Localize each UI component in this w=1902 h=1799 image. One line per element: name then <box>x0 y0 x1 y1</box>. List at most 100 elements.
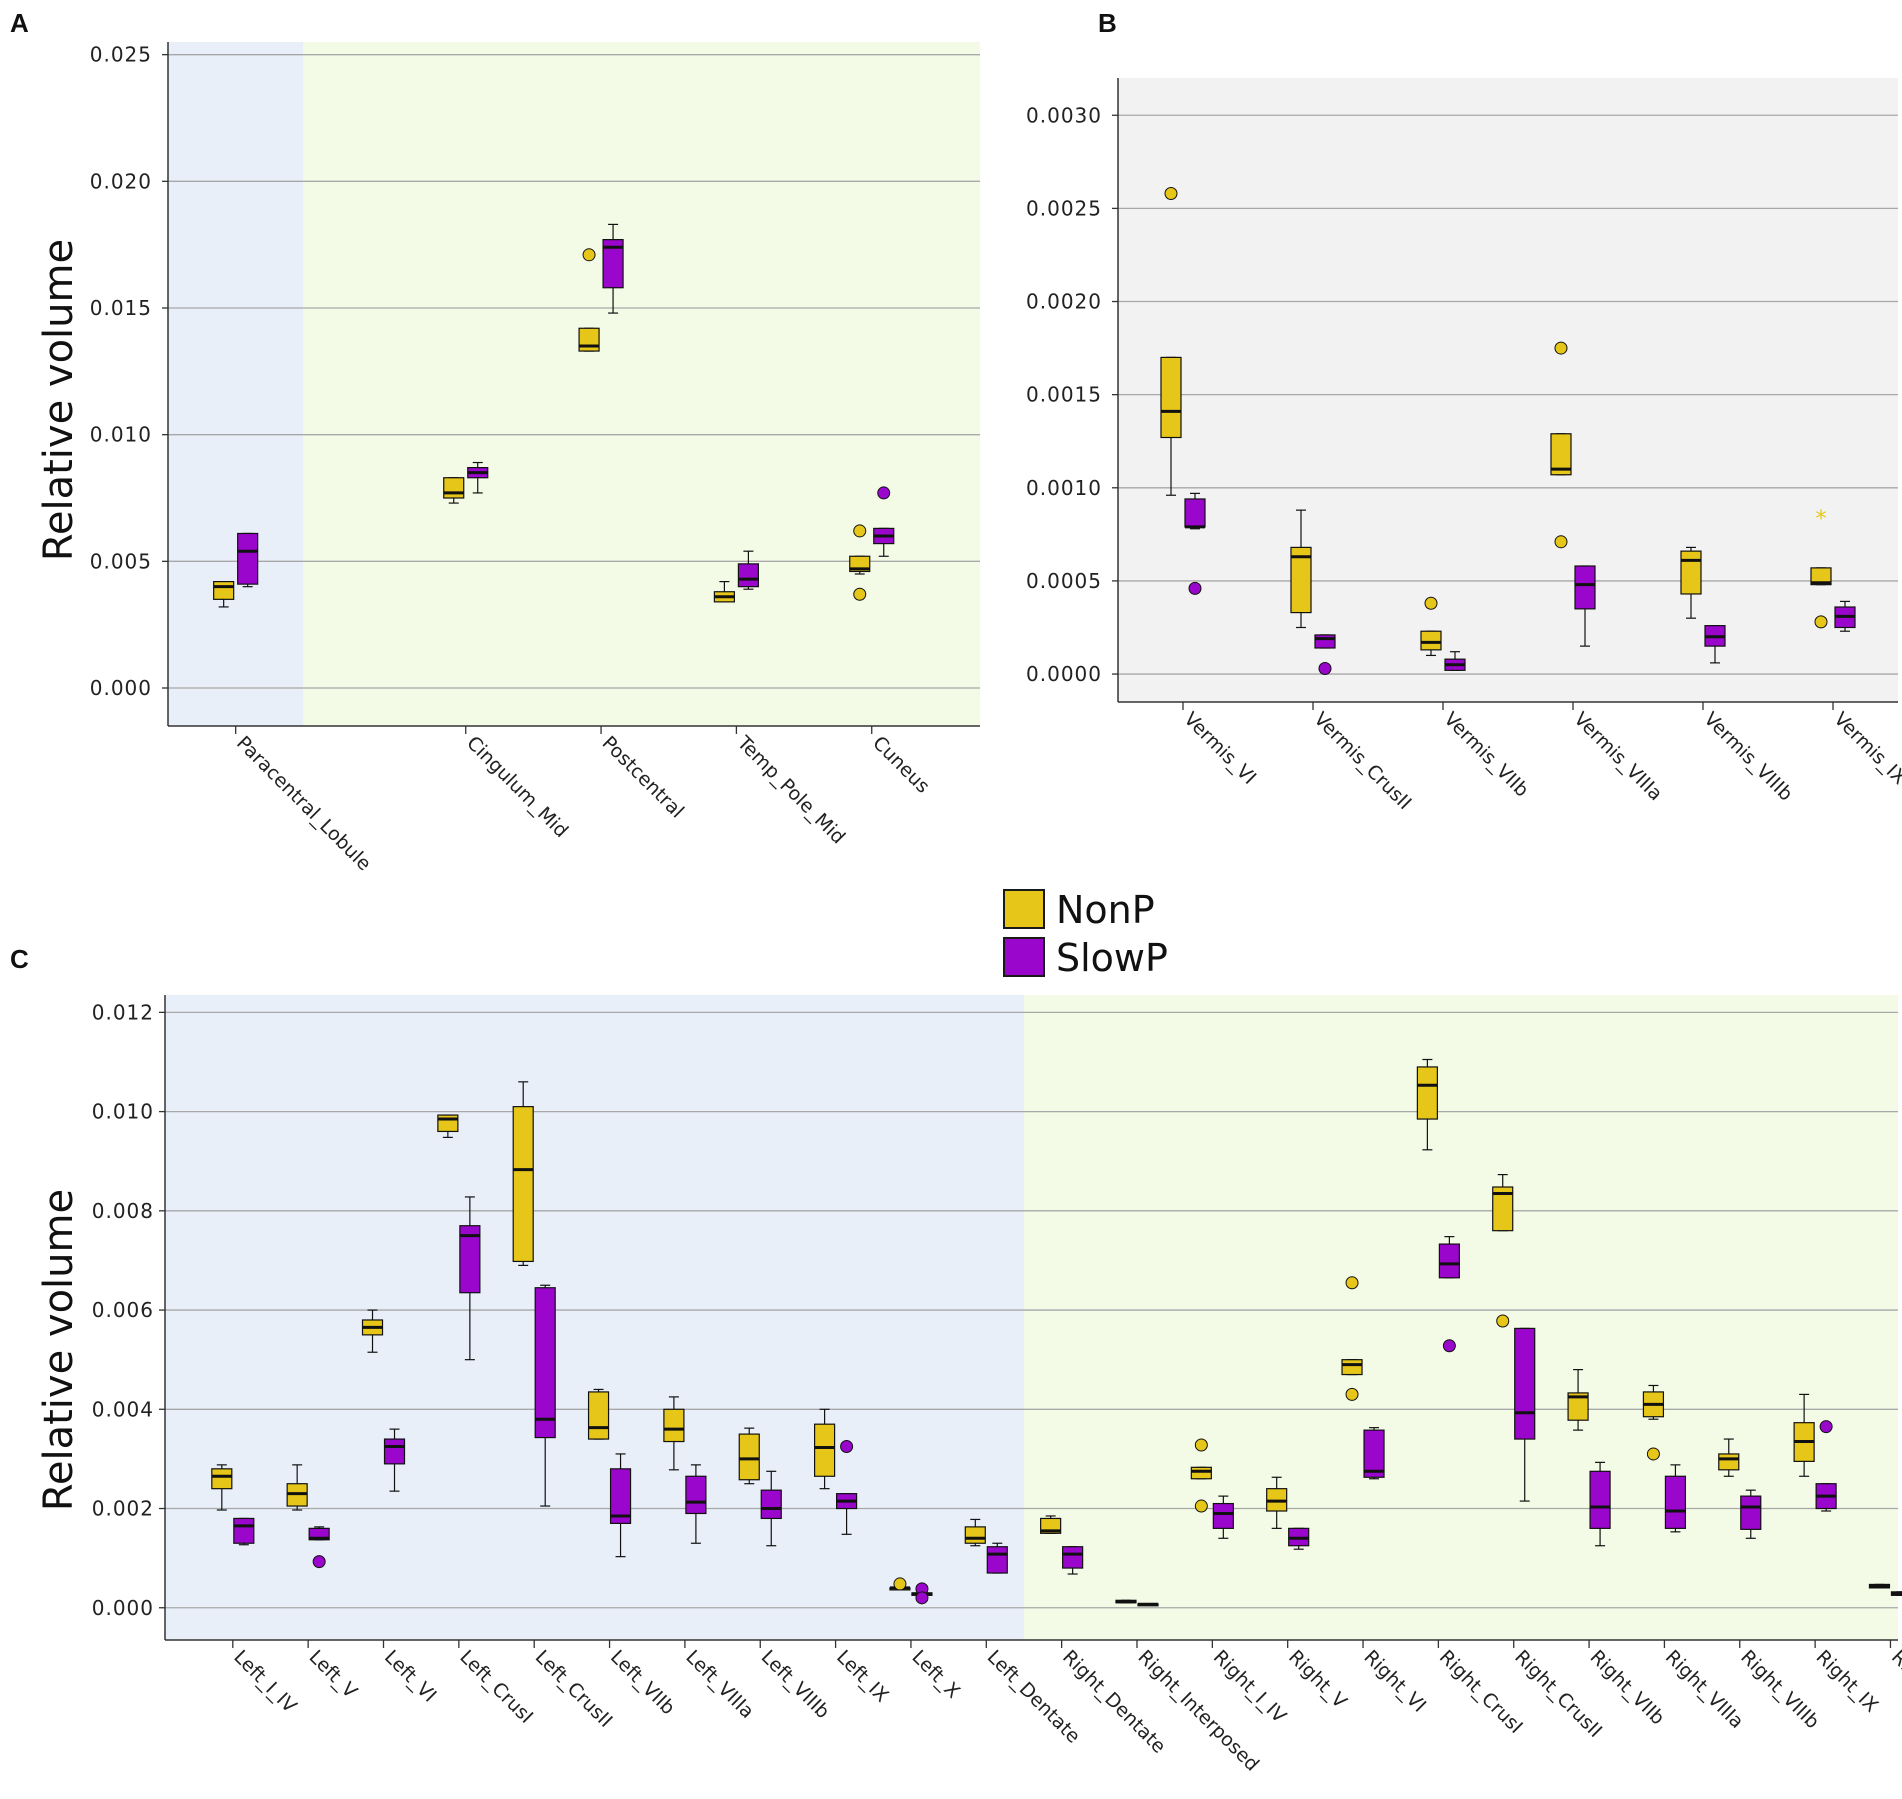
panel-c-nonp-box-17 <box>1492 1186 1514 1232</box>
panel-a-y-tick-label-5: 0.025 <box>90 43 152 67</box>
panel-b-chart: 0.0000 0.0005 0.0010 0.0015 0.0020 0.0025 0.00… <box>1026 78 1902 814</box>
panel-c-category-label-22: Right_X <box>1887 1646 1902 1713</box>
panel-b-nonp-box-5 <box>1810 567 1832 586</box>
panel-b-slowp-box-1 <box>1314 634 1336 649</box>
panel-c-region-0 <box>165 995 1024 1640</box>
panel-c-slowp-box-6 <box>685 1475 707 1515</box>
panel-c-nonp-box-4 <box>512 1106 534 1263</box>
panel-c-nonp-box-13 <box>1190 1466 1212 1480</box>
panel-a-slowp-box-3 <box>737 563 760 588</box>
panel-c-category-label-7: Left_VIIIb <box>757 1646 834 1723</box>
panel-c-slowp-box-15 <box>1363 1429 1385 1478</box>
panel-c-slowp-box-3 <box>459 1225 481 1294</box>
panel-c-slowp-box-19 <box>1664 1475 1687 1529</box>
panel-c-slowp-outlier-8-0 <box>840 1440 854 1453</box>
panel-a-y-axis-label: Relative volume <box>36 239 82 561</box>
panel-b-y-tick-label-4: 0.0020 <box>1026 290 1102 314</box>
panel-c-slowp-box-2 <box>383 1438 406 1465</box>
panel-c-category-label-18: Right_VIIb <box>1586 1646 1669 1729</box>
panel-a-chart: 0.000 0.005 0.010 0.015 0.020 0.025 Paracentra… <box>90 42 980 875</box>
panel-b-y-tick-label-1: 0.0005 <box>1026 569 1102 593</box>
panel-c-category-label-1: Left_V <box>305 1646 362 1703</box>
panel-c-y-tick-label-2: 0.004 <box>92 1397 154 1421</box>
panel-b-region-0 <box>1118 78 1898 702</box>
panel-b-nonp-box-1 <box>1290 546 1312 614</box>
panel-c-y-tick-label-0: 0.000 <box>92 1596 154 1620</box>
panel-b-slowp-outlier-0-0 <box>1188 581 1202 595</box>
panel-c-slowp-box-20 <box>1740 1495 1762 1530</box>
panel-c-nonp-outlier-13-1 <box>1194 1499 1208 1513</box>
panel-c-slowp-box-4 <box>534 1287 556 1439</box>
panel-c-category-label-14: Right_V <box>1284 1646 1351 1713</box>
panel-b-nonp-extreme-5: * <box>1816 507 1827 532</box>
panel-c-category-label-0: Left_I_IV <box>229 1646 300 1717</box>
panel-a-region-0 <box>168 42 304 726</box>
panel-b-nonp-outlier-0-0 <box>1164 186 1178 200</box>
panel-b-category-label-5: Vermis_IX <box>1829 708 1902 789</box>
panel-c-region-1 <box>1023 995 1898 1640</box>
panel-c-category-label-15: Right_VI <box>1359 1646 1430 1717</box>
panel-b-category-label-3: Vermis_VIIIa <box>1569 708 1666 805</box>
panel-c-slowp-box-18 <box>1589 1470 1611 1529</box>
panel-c-nonp-outlier-13-0 <box>1194 1438 1208 1452</box>
panel-a-y-tick-label-2: 0.010 <box>90 423 152 447</box>
panel-b-category-label-2: Vermis_VIIb <box>1439 708 1532 801</box>
panel-b-y-tick-label-0: 0.0000 <box>1026 662 1102 686</box>
panel-b-nonp-outlier-5-0 <box>1814 615 1828 629</box>
panel-c-slowp-box-11 <box>1062 1546 1084 1569</box>
panel-c-category-label-19: Right_VIIIa <box>1661 1646 1748 1733</box>
panel-c-slowp-box-0 <box>233 1517 255 1544</box>
panel-c-category-label-21: Right_IX <box>1812 1646 1883 1717</box>
panel-b-category-label-1: Vermis_CrusII <box>1309 708 1415 814</box>
panel-a-category-label-3: Temp_Pole_Mid <box>732 731 849 848</box>
panel-b-nonp-outlier-3-0 <box>1554 341 1568 355</box>
legend-swatch-slowp <box>1003 937 1045 977</box>
panel-b-y-tick-label-3: 0.0015 <box>1026 383 1102 407</box>
panel-c-y-tick-label-4: 0.008 <box>92 1199 154 1223</box>
panel-b-y-tick-label-2: 0.0010 <box>1026 476 1102 500</box>
panel-c-category-label-3: Left_CrusI <box>455 1646 537 1728</box>
panel-c-slowp-box-10 <box>986 1546 1008 1574</box>
panel-a-nonp-box-1 <box>443 477 465 499</box>
panel-c-slowp-box-17 <box>1514 1327 1536 1440</box>
panel-a-region-1 <box>303 42 980 726</box>
panel-a-category-label-4: Cuneus <box>868 732 934 798</box>
panel-c-category-label-5: Left_VIIb <box>606 1646 679 1719</box>
panel-c-nonp-box-18 <box>1567 1392 1589 1421</box>
panel-c-y-tick-label-1: 0.002 <box>92 1497 154 1521</box>
panel-a-y-tick-label-4: 0.020 <box>90 169 152 193</box>
panel-c-slowp-outlier-16-0 <box>1442 1339 1456 1353</box>
panel-a-y-tick-label-0: 0.000 <box>90 676 152 700</box>
panel-c-y-tick-label-3: 0.006 <box>92 1298 154 1322</box>
panel-c-nonp-box-10 <box>964 1526 986 1544</box>
panel-a-y-tick-label-3: 0.015 <box>90 296 152 320</box>
panel-c-nonp-box-6 <box>663 1408 685 1443</box>
panel-c-chart: 0.000 0.002 0.004 0.006 0.008 0.010 0.012 Left_… <box>92 995 1902 1776</box>
panel-label-c: C <box>10 944 29 974</box>
panel-a-nonp-outlier-4-1 <box>853 587 867 601</box>
panel-c-y-tick-label-5: 0.010 <box>92 1100 154 1124</box>
legend-swatch-nonp <box>1003 889 1045 929</box>
panel-c-category-label-6: Left_VIIIa <box>681 1646 758 1723</box>
panel-a-y-tick-label-1: 0.005 <box>90 549 152 573</box>
panel-c-nonp-box-20 <box>1718 1453 1740 1471</box>
panel-a-category-label-0: Paracentral_Lobule <box>232 732 375 875</box>
legend-label-nonp: NonP <box>1056 888 1155 932</box>
panel-b-nonp-box-2 <box>1420 630 1442 651</box>
panel-c-nonp-outlier-9-0 <box>893 1577 907 1591</box>
panel-a-slowp-outlier-4-0 <box>877 486 891 500</box>
panel-a-nonp-outlier-2-0 <box>582 248 596 262</box>
panel-c-nonp-box-16 <box>1416 1066 1438 1120</box>
panel-label-a: A <box>10 8 29 38</box>
panel-c-slowp-outlier-1-0 <box>312 1555 326 1569</box>
panel-c-category-label-20: Right_VIIIb <box>1736 1646 1823 1733</box>
panel-a-category-label-1: Cingulum_Mid <box>462 732 572 842</box>
panel-b-category-label-4: Vermis_VIIIb <box>1699 708 1796 805</box>
panel-b-slowp-box-3 <box>1574 565 1596 610</box>
panel-b-nonp-box-3 <box>1550 433 1572 476</box>
panel-a-slowp-box-2 <box>602 239 624 289</box>
panel-c-slowp-outlier-21-0 <box>1819 1420 1833 1434</box>
panel-b-y-tick-label-5: 0.0025 <box>1026 196 1102 220</box>
panel-b-nonp-box-0 <box>1160 356 1182 439</box>
